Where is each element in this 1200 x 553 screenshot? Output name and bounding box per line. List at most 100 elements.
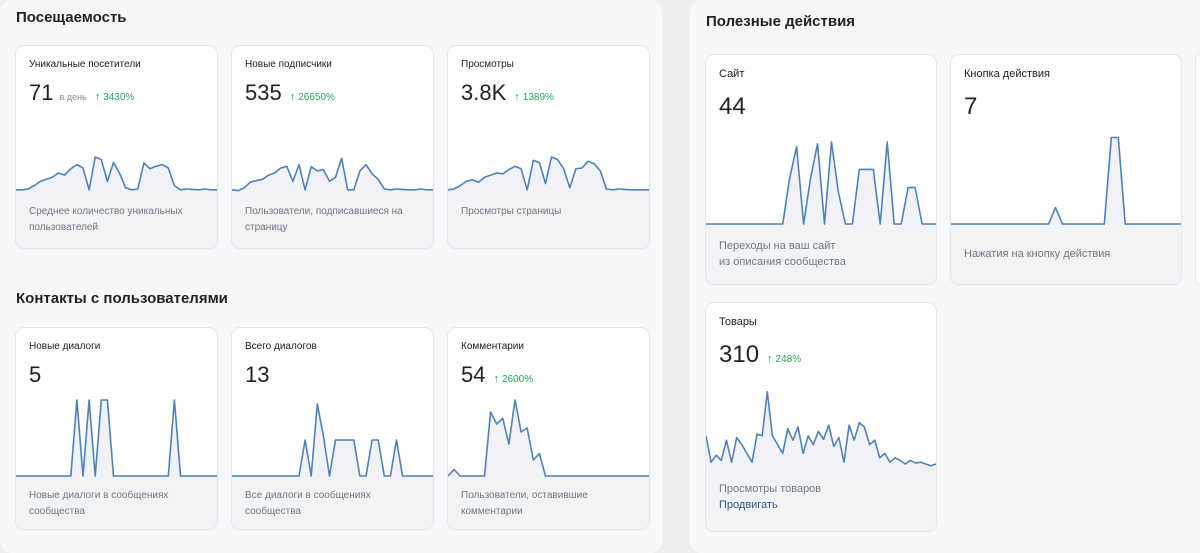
card-title: Товары <box>719 316 757 328</box>
metric-value: 3.8K <box>461 80 507 105</box>
sparkline-line <box>16 399 217 477</box>
sparkline-line <box>706 391 936 467</box>
metric-trend: ↑ 1389% <box>514 91 554 104</box>
actions-section-title: Полезные действия <box>706 13 856 30</box>
card-title: Новые диалоги <box>29 341 101 352</box>
sparkline-area <box>448 157 649 196</box>
card-footer: Переходы на ваш сайт из описания сообщес… <box>706 226 936 284</box>
metric-value: 13 <box>245 362 270 387</box>
trend-value: 1389% <box>522 92 554 103</box>
promote-link[interactable]: Продвигать <box>719 499 778 511</box>
attendance-section-title: Посещаемость <box>16 9 127 26</box>
right-panel: Полезные действия Сайт 44 Переходы на ва… <box>690 0 1200 553</box>
card-footer: Новые диалоги в сообщениях сообщества <box>16 478 217 529</box>
arrow-up-icon: ↑ <box>493 373 499 385</box>
sparkline-chart <box>16 399 217 478</box>
metric-row: 7 <box>964 93 977 121</box>
card-total-dialogs[interactable]: Всего диалогов 13 Все диалоги в сообщени… <box>232 328 433 529</box>
card-description: Все диалоги в сообщениях сообщества <box>245 490 371 517</box>
sparkline-chart <box>232 403 433 478</box>
left-panel: Посещаемость Уникальные посетители 71 в … <box>16 9 649 529</box>
metric-trend: ↑ 2600% <box>493 373 534 386</box>
metric-value: 7 <box>964 93 978 120</box>
card-unique-visitors[interactable]: Уникальные посетители 71 в день ↑ 3430% С… <box>16 46 217 248</box>
arrow-up-icon: ↑ <box>514 91 520 103</box>
card-title: Кнопка действия <box>964 68 1050 80</box>
metric-value: 54 <box>461 362 486 387</box>
metric-unit: в день <box>59 92 87 102</box>
metric-row: 44 <box>719 93 746 121</box>
card-description: Переходы на ваш сайт из описания сообщес… <box>719 240 846 268</box>
arrow-up-icon: ↑ <box>767 353 773 365</box>
sparkline-chart <box>16 156 217 196</box>
card-comments[interactable]: Комментарии 54 ↑ 2600% Пользователи, оста… <box>448 328 649 529</box>
sparkline-line <box>16 156 217 191</box>
card-title: Уникальные посетители <box>29 59 141 70</box>
card-description: Нажатия на кнопку действия <box>964 248 1111 260</box>
metric-value: 44 <box>719 93 746 120</box>
sparkline-line <box>448 156 649 191</box>
trend-value: 248% <box>775 354 802 365</box>
sparkline-chart <box>706 141 936 226</box>
card-title: Просмотры <box>461 59 514 70</box>
card-title: Новые подписчики <box>245 59 332 70</box>
metric-trend: ↑ 248% <box>767 353 802 366</box>
card-description: Просмотры страницы <box>461 206 562 217</box>
sparkline-chart <box>232 157 433 196</box>
sparkline-line <box>706 141 936 225</box>
metric-row: 535 ↑ 26650% <box>245 80 335 106</box>
trend-value: 26650% <box>298 92 335 103</box>
card-action-button[interactable]: Кнопка действия 7 Нажатия на кнопку дейс… <box>951 55 1181 284</box>
trend-value: 3430% <box>103 92 135 103</box>
partial-card-edge <box>1196 54 1200 284</box>
sparkline-area <box>16 400 217 478</box>
card-footer: Все диалоги в сообщениях сообщества <box>232 478 433 529</box>
card-description: Пользователи, оставившие комментарии <box>461 490 588 517</box>
card-footer: Просмотры товаров Продвигать <box>706 473 936 531</box>
card-description: Просмотры товаров <box>719 483 822 495</box>
arrow-up-icon: ↑ <box>289 91 296 103</box>
metric-value: 71 <box>29 80 54 105</box>
card-products[interactable]: Товары 310 ↑ 248% Просмотры товаров Продв… <box>706 303 936 531</box>
card-footer: Нажатия на кнопку действия <box>951 226 1181 284</box>
card-site[interactable]: Сайт 44 Переходы на ваш сайт из описания… <box>706 55 936 284</box>
trend-value: 2600% <box>501 374 534 385</box>
metric-row: 5 <box>29 362 41 388</box>
sparkline-line <box>232 403 433 477</box>
metric-trend: ↑ 3430% <box>95 92 135 104</box>
card-footer: Среднее количество уникальных пользовате… <box>16 196 217 248</box>
metric-row: 54 ↑ 2600% <box>461 362 533 388</box>
card-title: Комментарии <box>461 341 524 352</box>
sparkline-area <box>232 404 433 478</box>
sparkline-area <box>16 157 217 196</box>
sparkline-area <box>951 137 1181 226</box>
sparkline-area <box>448 400 649 478</box>
card-description: Новые диалоги в сообщениях сообщества <box>29 490 169 517</box>
card-title: Всего диалогов <box>245 341 317 352</box>
card-page-views[interactable]: Просмотры 3.8K ↑ 1389% Просмотры страницы <box>448 46 649 248</box>
sparkline-chart <box>448 156 649 196</box>
card-description: Пользователи, подписавшиеся на страницу <box>245 206 403 233</box>
sparkline-chart <box>951 136 1181 226</box>
card-description: Среднее количество уникальных пользовате… <box>29 206 183 233</box>
metric-value: 5 <box>29 362 42 387</box>
metric-trend: ↑ 26650% <box>289 91 335 104</box>
sparkline-area <box>232 158 433 196</box>
sparkline-area <box>706 391 936 473</box>
metric-value: 535 <box>245 80 282 105</box>
card-footer: Просмотры страницы <box>448 196 649 248</box>
metric-value: 310 <box>719 341 760 368</box>
card-title: Сайт <box>719 68 745 80</box>
card-footer: Пользователи, оставившие комментарии <box>448 478 649 529</box>
metric-row: 3.8K ↑ 1389% <box>461 80 554 106</box>
metric-row: 310 ↑ 248% <box>719 341 801 369</box>
card-new-dialogs[interactable]: Новые диалоги 5 Новые диалоги в сообщени… <box>16 328 217 529</box>
sparkline-chart <box>706 391 936 473</box>
card-new-subscribers[interactable]: Новые подписчики 535 ↑ 26650% Пользовател… <box>232 46 433 248</box>
sparkline-line <box>232 157 433 192</box>
contacts-section-title: Контакты с пользователями <box>16 290 228 307</box>
metric-row: 13 <box>245 362 269 388</box>
metric-row: 71 в день ↑ 3430% <box>29 80 134 106</box>
sparkline-line <box>448 399 649 477</box>
sparkline-chart <box>448 399 649 478</box>
